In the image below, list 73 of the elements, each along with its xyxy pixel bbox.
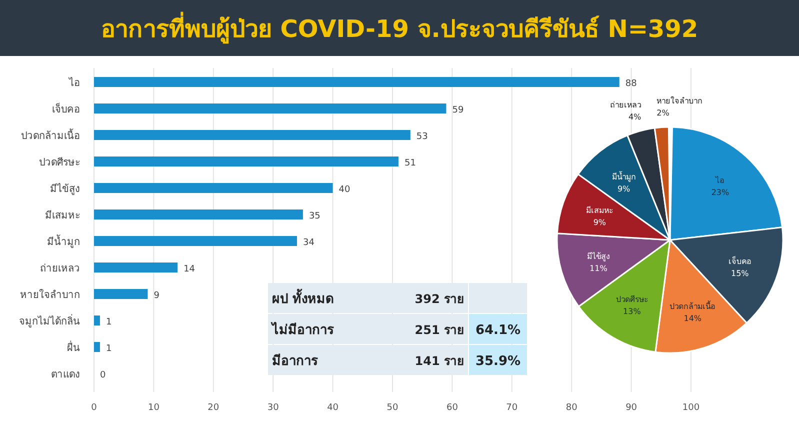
bar: [94, 342, 100, 352]
data-label: 14: [184, 264, 196, 274]
data-label: 51: [404, 158, 416, 168]
y-tick-label: ตาแดง: [51, 370, 80, 380]
x-tick-label: 80: [566, 403, 578, 413]
annotation: 35.9%: [475, 354, 521, 369]
x-tick-label: 100: [682, 403, 700, 413]
bar: [94, 289, 148, 299]
slice-label: ปวดศีรษะ: [616, 295, 648, 304]
bar: [94, 210, 303, 220]
x-tick-label: 90: [626, 403, 638, 413]
data-label: 59: [452, 106, 464, 116]
x-tick-label: 30: [267, 403, 280, 413]
bar: [94, 236, 297, 246]
bar: [94, 262, 178, 272]
y-tick-label: เจ็บคอ: [52, 102, 80, 116]
data-label: 13%: [623, 307, 642, 316]
y-tick-label: ไอ: [68, 77, 80, 89]
y-tick-label: มีไข้สูง: [50, 183, 80, 195]
slice-label: ถ่ายเหลว: [610, 100, 642, 110]
data-label: 34: [302, 238, 315, 248]
data-label: 53: [416, 132, 428, 142]
data-label: 9%: [617, 184, 631, 194]
bar: [94, 130, 410, 140]
x-tick-label: 70: [506, 403, 518, 413]
data-label: 35: [308, 212, 320, 222]
y-tick-label: ถ่ายเหลว: [40, 264, 80, 274]
data-label: 11%: [590, 264, 608, 273]
annotation: 64.1%: [475, 323, 521, 338]
slice-label: หายใจลำบาก: [656, 96, 703, 106]
y-tick-label: ผื่น: [67, 340, 80, 354]
x-tick-label: 40: [327, 403, 339, 413]
slice-label: มีน้ำมูก: [612, 170, 636, 182]
data-label: 0: [100, 370, 106, 380]
annotation: 251 ราย: [414, 323, 464, 337]
x-tick-label: 0: [91, 403, 98, 413]
data-label: 15%: [731, 268, 750, 278]
x-tick-label: 20: [208, 403, 220, 413]
chart-title: อาการที่พบผู้ป่วย COVID-19 จ.ประจวบคีรีขันธ์ N=392: [100, 11, 698, 44]
y-tick-label: ปวดกล้ามเนื้อ: [21, 128, 80, 142]
data-label: 14%: [684, 314, 702, 324]
data-label: 4%: [628, 112, 642, 122]
x-tick-label: 50: [386, 403, 398, 413]
data-label: 2%: [656, 108, 670, 118]
y-tick-label: จมูกไม่ได้กลิ่น: [19, 314, 80, 328]
data-label: 40: [338, 185, 351, 195]
data-label: 1: [106, 318, 112, 328]
data-label: 9: [154, 291, 160, 301]
bar: [94, 77, 620, 87]
y-tick-label: มีเสมหะ: [45, 210, 80, 222]
x-tick-label: 60: [446, 403, 458, 413]
bar: [94, 156, 398, 166]
annotation: ผป ทั้งหมด: [272, 288, 334, 307]
slice-label: ปวดกล้ามเนื้อ: [670, 300, 716, 312]
y-tick-label: ปวดศีรษะ: [39, 156, 80, 168]
annotation: ไม่มีอาการ: [270, 321, 334, 338]
slice-label: เจ็บคอ: [728, 256, 752, 266]
slice-label: มีเสมหะ: [586, 206, 614, 216]
y-tick-label: หายใจลำบาก: [20, 289, 80, 301]
data-label: 88: [625, 79, 638, 89]
bar: [94, 316, 100, 326]
slice-label: มีไข้สูง: [586, 252, 610, 262]
annotation: 141 ราย: [414, 354, 464, 368]
bar: [94, 183, 333, 193]
annotation: 392 ราย: [414, 292, 464, 306]
x-tick-label: 10: [148, 403, 160, 413]
bar: [94, 104, 446, 114]
slice-label: ไอ: [714, 176, 725, 185]
annotation: มีอาการ: [272, 353, 318, 369]
data-label: 1: [106, 344, 112, 354]
data-label: 9%: [593, 218, 606, 228]
y-tick-label: มีน้ำมูก: [47, 234, 80, 248]
data-label: 23%: [711, 188, 730, 197]
